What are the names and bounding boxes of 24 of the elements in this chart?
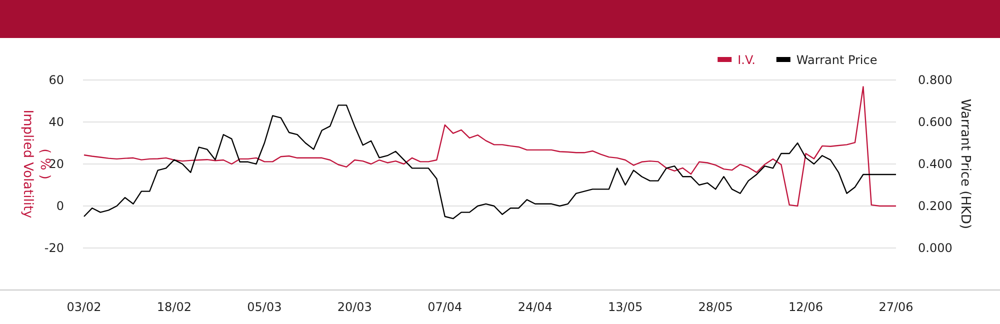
x-tick-label: 28/05 <box>698 300 733 314</box>
y2-tick-label: 0.400 <box>918 157 952 172</box>
line-series <box>83 104 897 220</box>
y-tick-label: 60 <box>48 73 64 88</box>
x-tick-label: 03/02 <box>66 300 102 314</box>
x-tick-label: 18/02 <box>156 300 192 314</box>
x-tick-label: 24/04 <box>518 300 552 314</box>
y2-tick-label: 0.600 <box>918 115 952 130</box>
x-tick-label: 13/05 <box>608 300 643 314</box>
line-series <box>83 86 897 207</box>
y-tick-label: -20 <box>44 241 64 256</box>
y2-tick-label: 0.000 <box>918 241 952 256</box>
y2-tick-label: 0.200 <box>918 199 952 214</box>
y2-tick-label: 0.800 <box>918 73 952 88</box>
legend-label: I.V. <box>738 53 756 68</box>
y-tick-label: 20 <box>48 157 64 172</box>
y-tick-label: 0 <box>56 199 64 214</box>
x-tick-label: 12/06 <box>788 300 824 314</box>
x-tick-label: 27/06 <box>878 300 914 314</box>
x-tick-label: 20/03 <box>337 300 372 314</box>
x-tick-label: 07/04 <box>428 300 462 314</box>
x-tick-label: 05/03 <box>247 300 282 314</box>
y2-axis-title: Warrant Price (HKD) <box>957 98 972 230</box>
legend-label: Warrant Price <box>796 53 878 68</box>
